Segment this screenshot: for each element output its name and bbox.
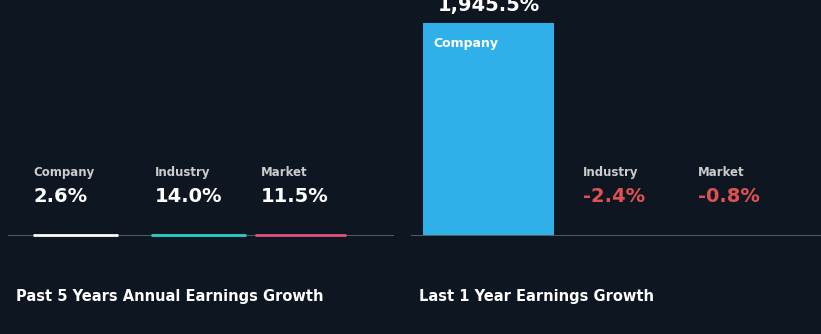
Text: Past 5 Years Annual Earnings Growth: Past 5 Years Annual Earnings Growth <box>16 289 323 304</box>
Text: 11.5%: 11.5% <box>261 187 328 206</box>
Text: 1,945.5%: 1,945.5% <box>438 0 539 15</box>
Text: Company: Company <box>34 166 94 179</box>
Text: Industry: Industry <box>583 166 639 179</box>
Text: Last 1 Year Earnings Growth: Last 1 Year Earnings Growth <box>419 289 654 304</box>
Text: 14.0%: 14.0% <box>155 187 222 206</box>
Text: -0.8%: -0.8% <box>698 187 759 206</box>
Text: -2.4%: -2.4% <box>583 187 645 206</box>
Text: 2.6%: 2.6% <box>34 187 87 206</box>
Bar <box>423 23 554 235</box>
Text: Market: Market <box>261 166 308 179</box>
Text: Company: Company <box>433 37 498 50</box>
Text: Market: Market <box>698 166 745 179</box>
Text: Industry: Industry <box>155 166 210 179</box>
